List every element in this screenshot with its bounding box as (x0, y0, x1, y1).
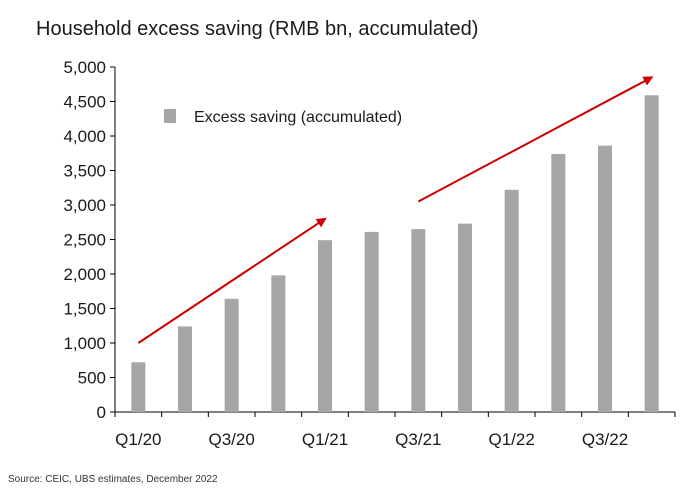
trend-arrow-2 (417, 76, 654, 203)
y-tick-label: 4,000 (63, 127, 106, 146)
bar-Q2/21 (364, 231, 379, 412)
chart-title: Household excess saving (RMB bn, accumul… (36, 18, 479, 40)
bar-Q3/20 (224, 298, 239, 412)
y-axis: 0 500 1,000 1,500 2,000 2,500 3,000 3,500 4,000 4… (63, 58, 116, 422)
x-tick-label: Q3/20 (209, 430, 255, 449)
x-tick-label: Q1/22 (489, 430, 535, 449)
bar-Q4/21 (458, 223, 472, 412)
bar-Q1/20 (131, 362, 146, 412)
y-tick-label: 1,000 (63, 334, 106, 353)
y-tick-label: 1,500 (63, 300, 106, 319)
bar-Q2/20 (178, 326, 192, 412)
x-tick-label: Q1/21 (302, 430, 348, 449)
y-tick-label: 2,000 (63, 265, 106, 284)
trend-arrow-1 (137, 217, 327, 344)
y-tick-label: 3,000 (63, 196, 106, 215)
bar-Q1/21 (318, 240, 332, 412)
bar-Q1/22 (504, 189, 519, 412)
trend-arrows (137, 76, 654, 344)
y-tick-label: 500 (78, 369, 106, 388)
y-tick-label: 3,500 (63, 162, 106, 181)
bar-Q3/22 (598, 145, 612, 412)
bar-Q2/22 (551, 153, 566, 412)
legend-swatch (164, 109, 176, 123)
x-axis: Q1/20 Q3/20 Q1/21 Q3/21 Q1/22 Q3/22 (114, 411, 676, 449)
x-tick-label: Q3/21 (395, 430, 441, 449)
y-tick-label: 4,500 (63, 93, 106, 112)
bars (131, 95, 659, 412)
x-tick-label: Q1/20 (115, 430, 161, 449)
bar-Q3/21 (411, 229, 426, 412)
legend-label: Excess saving (accumulated) (194, 109, 402, 126)
source-note: Source: CEIC, UBS estimates, December 20… (8, 474, 218, 485)
bar-Q4/20 (271, 275, 286, 412)
bar-Q4/22 (644, 95, 659, 412)
y-tick-label: 2,500 (63, 231, 106, 250)
x-tick-label: Q3/22 (582, 430, 628, 449)
y-tick-label: 5,000 (63, 58, 106, 77)
y-tick-label: 0 (97, 403, 106, 422)
legend: Excess saving (accumulated) (164, 109, 402, 126)
